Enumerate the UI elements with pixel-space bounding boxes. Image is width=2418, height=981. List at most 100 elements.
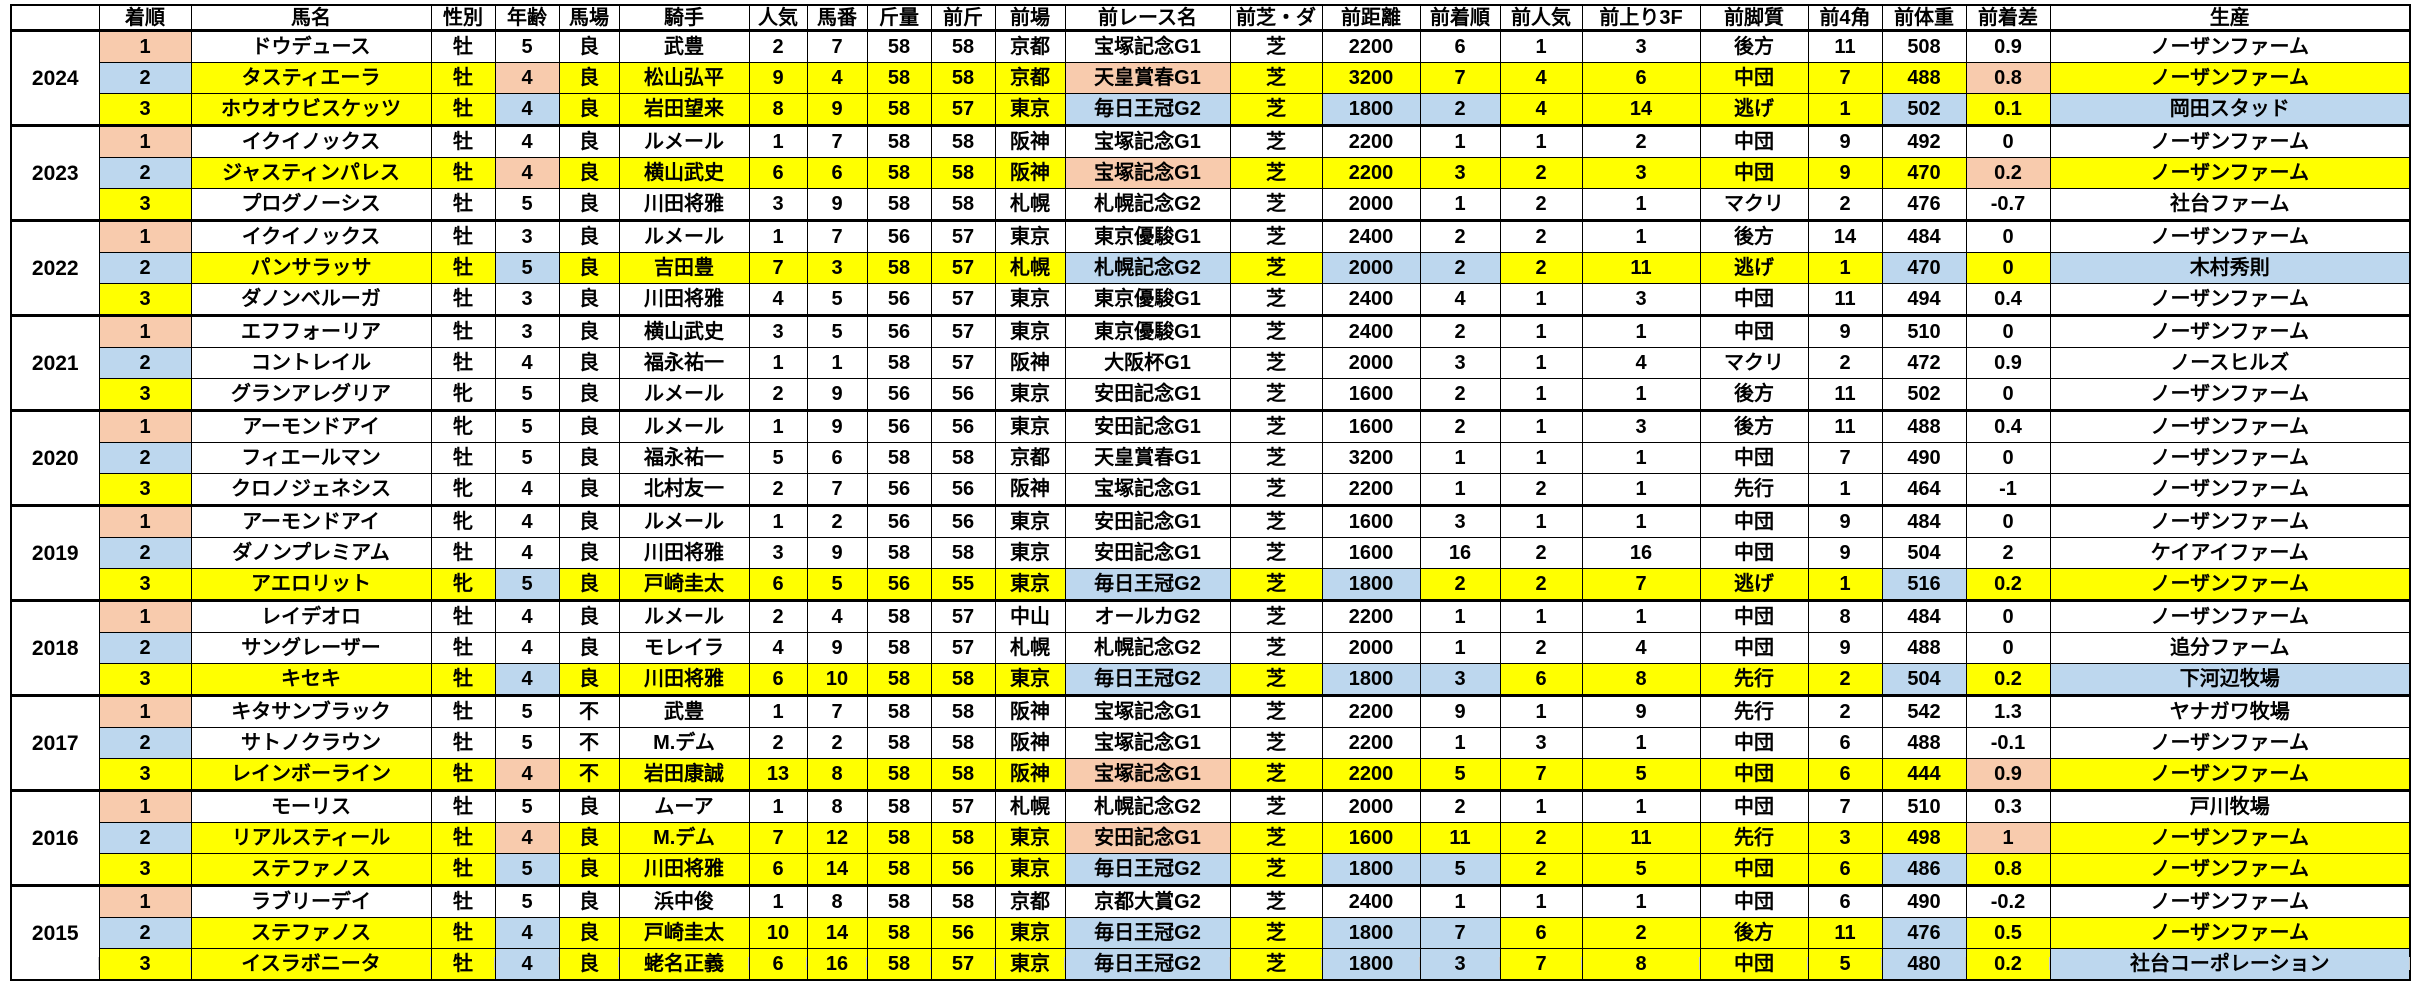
cell-zenba[interactable]: 阪神 <box>994 727 1066 759</box>
cell-seibetsu[interactable]: 牡 <box>430 219 496 253</box>
cell-kishu[interactable]: ルメール <box>618 599 750 633</box>
cell-seibetsu[interactable]: 牡 <box>430 93 496 126</box>
cell-bamei[interactable]: タスティエーラ <box>190 62 432 94</box>
cell-zen-4kaku[interactable]: 9 <box>1807 537 1883 569</box>
cell-chakujun[interactable]: 3 <box>98 283 192 316</box>
cell-chakujun[interactable]: 1 <box>98 694 192 728</box>
cell-zen-shiba-da[interactable]: 芝 <box>1229 853 1323 886</box>
cell-seisan[interactable]: ノーザンファーム <box>2049 758 2411 791</box>
cell-zen-race[interactable]: 宝塚記念G1 <box>1064 157 1231 189</box>
cell-baba[interactable]: 良 <box>558 663 620 696</box>
cell-zenba[interactable]: 京都 <box>994 442 1066 474</box>
cell-zen-kyakushitsu[interactable]: 中団 <box>1699 504 1809 538</box>
cell-zen-shiba-da[interactable]: 芝 <box>1229 442 1323 474</box>
cell-bamei[interactable]: レイデオロ <box>190 599 432 633</box>
cell-chakujun[interactable]: 3 <box>98 93 192 126</box>
cell-zen-chakusa[interactable]: 0 <box>1965 252 2051 284</box>
cell-zenba[interactable]: 阪神 <box>994 124 1066 158</box>
cell-zen-shiba-da[interactable]: 芝 <box>1229 663 1323 696</box>
cell-zenkin[interactable]: 57 <box>930 283 996 316</box>
cell-bamei[interactable]: アエロリット <box>190 568 432 601</box>
cell-zen-shiba-da[interactable]: 芝 <box>1229 568 1323 601</box>
cell-kinryo[interactable]: 56 <box>866 504 932 538</box>
cell-seisan[interactable]: ノーザンファーム <box>2049 884 2411 918</box>
cell-kishu[interactable]: ルメール <box>618 378 750 411</box>
year-cell[interactable]: 2016 <box>10 789 100 886</box>
cell-zen-taiju[interactable]: 484 <box>1881 599 1967 633</box>
year-cell[interactable]: 2020 <box>10 409 100 506</box>
cell-zen-kyakushitsu[interactable]: 後方 <box>1699 917 1809 949</box>
cell-ninki[interactable]: 2 <box>748 378 808 411</box>
cell-zen-ninki[interactable]: 7 <box>1499 948 1583 981</box>
cell-zen-kyakushitsu[interactable]: 中団 <box>1699 884 1809 918</box>
cell-zen-kyakushitsu[interactable]: 中団 <box>1699 599 1809 633</box>
cell-seisan[interactable]: ノーザンファーム <box>2049 822 2411 854</box>
cell-ninki[interactable]: 1 <box>748 694 808 728</box>
cell-zen-race[interactable]: 毎日王冠G2 <box>1064 93 1231 126</box>
cell-nenrei[interactable]: 4 <box>494 347 560 379</box>
cell-umaban[interactable]: 7 <box>806 219 868 253</box>
cell-zen-chakujun[interactable]: 1 <box>1419 632 1501 664</box>
cell-kinryo[interactable]: 56 <box>866 409 932 443</box>
cell-zenba[interactable]: 京都 <box>994 29 1066 63</box>
cell-zen-taiju[interactable]: 498 <box>1881 822 1967 854</box>
cell-bamei[interactable]: コントレイル <box>190 347 432 379</box>
cell-baba[interactable]: 良 <box>558 632 620 664</box>
cell-zen-kyakushitsu[interactable]: 中団 <box>1699 632 1809 664</box>
cell-zen-shiba-da[interactable]: 芝 <box>1229 124 1323 158</box>
cell-zen-race[interactable]: 東京優駿G1 <box>1064 314 1231 348</box>
cell-nenrei[interactable]: 4 <box>494 822 560 854</box>
cell-nenrei[interactable]: 4 <box>494 473 560 506</box>
cell-zen-race[interactable]: 安田記念G1 <box>1064 537 1231 569</box>
cell-kinryo[interactable]: 58 <box>866 948 932 981</box>
cell-zen-shiba-da[interactable]: 芝 <box>1229 219 1323 253</box>
cell-zen-kyori[interactable]: 2200 <box>1321 29 1421 63</box>
year-cell[interactable]: 2018 <box>10 599 100 696</box>
cell-zen-chakusa[interactable]: 0 <box>1965 599 2051 633</box>
cell-kishu[interactable]: 福永祐一 <box>618 442 750 474</box>
cell-bamei[interactable]: イスラボニータ <box>190 948 432 981</box>
cell-bamei[interactable]: レインボーライン <box>190 758 432 791</box>
cell-nenrei[interactable]: 5 <box>494 252 560 284</box>
cell-zen-chakujun[interactable]: 2 <box>1419 252 1501 284</box>
cell-seisan[interactable]: ノーザンファーム <box>2049 568 2411 601</box>
cell-zen-shiba-da[interactable]: 芝 <box>1229 758 1323 791</box>
cell-chakujun[interactable]: 1 <box>98 314 192 348</box>
cell-zenba[interactable]: 東京 <box>994 663 1066 696</box>
cell-zen-agari3f[interactable]: 1 <box>1581 504 1701 538</box>
cell-zen-ninki[interactable]: 1 <box>1499 378 1583 411</box>
cell-zen-taiju[interactable]: 516 <box>1881 568 1967 601</box>
cell-zenba[interactable]: 阪神 <box>994 758 1066 791</box>
cell-chakujun[interactable]: 3 <box>98 378 192 411</box>
cell-zen-4kaku[interactable]: 7 <box>1807 789 1883 823</box>
cell-kishu[interactable]: ルメール <box>618 409 750 443</box>
cell-umaban[interactable]: 8 <box>806 789 868 823</box>
cell-zen-kyakushitsu[interactable]: 中団 <box>1699 948 1809 981</box>
cell-zen-4kaku[interactable]: 1 <box>1807 93 1883 126</box>
cell-nenrei[interactable]: 5 <box>494 694 560 728</box>
cell-kinryo[interactable]: 58 <box>866 188 932 221</box>
cell-seisan[interactable]: ノーザンファーム <box>2049 442 2411 474</box>
cell-umaban[interactable]: 9 <box>806 93 868 126</box>
cell-zen-kyakushitsu[interactable]: 後方 <box>1699 219 1809 253</box>
cell-kishu[interactable]: 岩田望来 <box>618 93 750 126</box>
cell-zen-kyori[interactable]: 2000 <box>1321 252 1421 284</box>
cell-zen-4kaku[interactable]: 9 <box>1807 632 1883 664</box>
cell-ninki[interactable]: 7 <box>748 252 808 284</box>
cell-umaban[interactable]: 3 <box>806 252 868 284</box>
cell-zen-race[interactable]: 宝塚記念G1 <box>1064 124 1231 158</box>
cell-seisan[interactable]: ノーザンファーム <box>2049 473 2411 506</box>
cell-zen-kyakushitsu[interactable]: 先行 <box>1699 663 1809 696</box>
cell-zen-chakusa[interactable]: 0 <box>1965 219 2051 253</box>
column-header-zen-ninki[interactable]: 前人気 <box>1499 4 1583 32</box>
cell-zen-race[interactable]: 東京優駿G1 <box>1064 283 1231 316</box>
cell-ninki[interactable]: 1 <box>748 504 808 538</box>
cell-zen-shiba-da[interactable]: 芝 <box>1229 29 1323 63</box>
cell-zen-chakujun[interactable]: 2 <box>1419 314 1501 348</box>
cell-bamei[interactable]: ラブリーデイ <box>190 884 432 918</box>
cell-chakujun[interactable]: 3 <box>98 663 192 696</box>
cell-zen-taiju[interactable]: 480 <box>1881 948 1967 981</box>
cell-zen-chakusa[interactable]: 0.3 <box>1965 789 2051 823</box>
cell-zen-race[interactable]: 毎日王冠G2 <box>1064 663 1231 696</box>
cell-zen-chakujun[interactable]: 1 <box>1419 599 1501 633</box>
